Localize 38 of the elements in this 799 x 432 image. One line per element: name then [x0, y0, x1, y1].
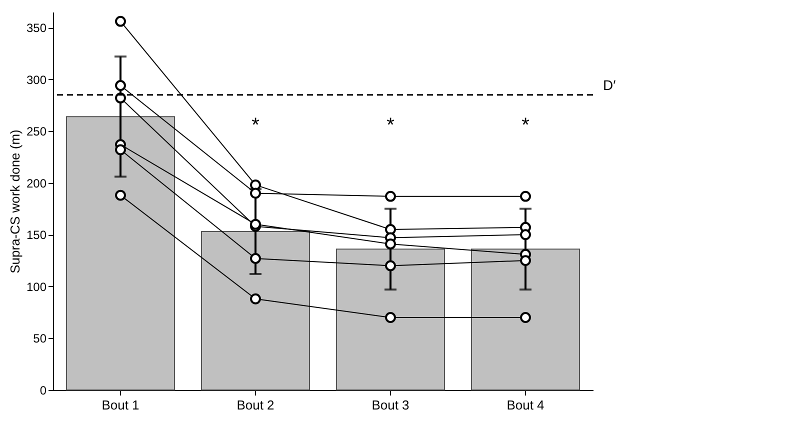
- y-tick-label: 300: [26, 72, 47, 87]
- point: [385, 260, 396, 272]
- point: [250, 253, 261, 264]
- point: [115, 80, 126, 91]
- x-tick-label: Bout 2: [236, 398, 274, 412]
- point: [520, 229, 531, 240]
- point: [250, 293, 261, 304]
- y-tick-label: 350: [26, 21, 47, 36]
- point: [115, 144, 126, 156]
- point: [115, 190, 126, 201]
- point: [250, 179, 261, 190]
- y-tick-label: 0: [40, 384, 47, 398]
- y-tick-label: 150: [26, 228, 47, 242]
- point: [115, 16, 126, 27]
- bar: [471, 248, 580, 390]
- point: [520, 190, 531, 202]
- bar: [201, 231, 310, 390]
- ref-line-label: D′: [603, 76, 616, 93]
- y-tick-label: 50: [33, 332, 47, 346]
- x-tick-label: Bout 4: [506, 398, 544, 412]
- point: [385, 224, 396, 235]
- x-tick-label: Bout 1: [102, 398, 140, 412]
- bar: [336, 248, 445, 390]
- point: [385, 312, 396, 323]
- y-axis-title: Supra-CS work done (m): [7, 130, 22, 274]
- point: [520, 255, 531, 266]
- x-tick-label: Bout 3: [372, 398, 410, 412]
- point: [250, 188, 261, 199]
- point: [520, 312, 531, 323]
- point: [385, 190, 396, 202]
- point: [385, 238, 396, 250]
- annotation: *: [522, 114, 530, 136]
- annotation: *: [252, 114, 260, 136]
- annotation: *: [386, 114, 395, 136]
- y-tick-label: 250: [26, 124, 47, 139]
- bar: [66, 116, 175, 390]
- y-tick-label: 200: [26, 176, 47, 190]
- y-tick-label: 100: [26, 280, 47, 294]
